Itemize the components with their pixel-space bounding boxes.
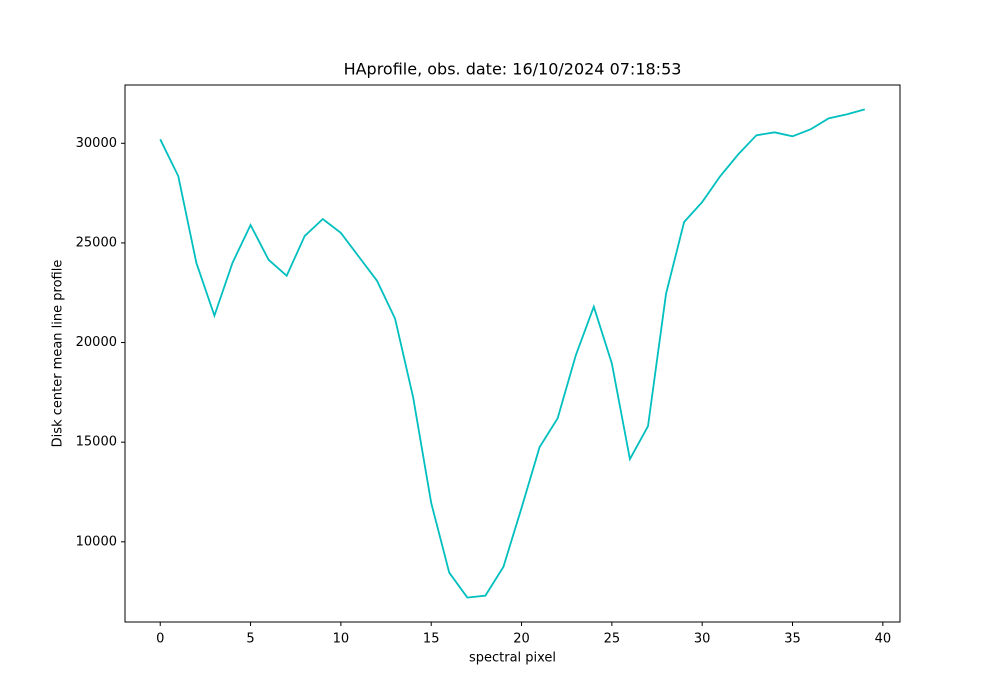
- x-tick-label: 10: [333, 632, 350, 647]
- data-line: [159, 108, 866, 599]
- x-axis-label: spectral pixel: [469, 651, 556, 666]
- x-tick-label: 40: [875, 632, 892, 647]
- x-tick-label: 5: [246, 632, 254, 647]
- x-tick-label: 30: [694, 632, 711, 647]
- y-axis-label: Disk center mean line profile: [51, 260, 66, 448]
- x-tick-label: 20: [513, 632, 530, 647]
- plot-frame: [124, 84, 901, 623]
- x-tick-label: 0: [156, 632, 164, 647]
- y-tick-label: 25000: [76, 235, 117, 250]
- chart-title: HAprofile, obs. date: 16/10/2024 07:18:5…: [344, 60, 682, 79]
- y-tick-label: 30000: [76, 136, 117, 151]
- x-tick-label: 15: [423, 632, 440, 647]
- y-tick-label: 20000: [76, 335, 117, 350]
- x-tick-label: 25: [604, 632, 621, 647]
- y-tick-label: 15000: [76, 435, 117, 450]
- y-tick-label: 10000: [76, 534, 117, 549]
- x-tick-label: 35: [784, 632, 801, 647]
